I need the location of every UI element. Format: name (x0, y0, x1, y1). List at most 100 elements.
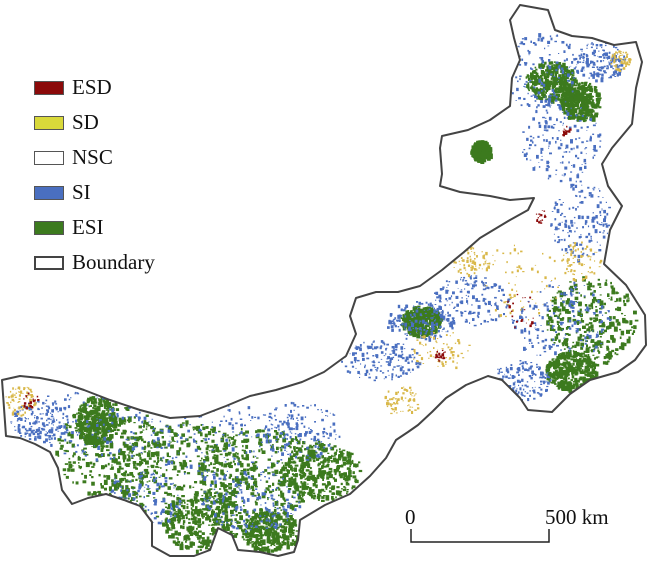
raster-pixel (572, 341, 575, 344)
raster-pixel (229, 474, 233, 477)
raster-pixel (82, 433, 84, 436)
raster-pixel (476, 144, 480, 147)
raster-pixel (634, 319, 639, 322)
raster-pixel (557, 236, 560, 238)
raster-pixel (604, 329, 607, 333)
raster-pixel (608, 354, 612, 360)
raster-pixel (572, 103, 575, 106)
raster-pixel (560, 203, 563, 206)
raster-pixel (309, 453, 313, 459)
raster-pixel (411, 331, 415, 335)
raster-pixel (261, 539, 266, 545)
raster-pixel (519, 43, 522, 45)
raster-pixel (529, 135, 533, 138)
raster-pixel (280, 536, 283, 539)
raster-pixel (251, 535, 255, 538)
raster-pixel (595, 306, 598, 308)
raster-pixel (124, 463, 129, 466)
raster-pixel (478, 140, 483, 146)
raster-pixel (257, 538, 261, 540)
raster-pixel (327, 461, 330, 463)
raster-pixel (213, 494, 217, 498)
raster-pixel (433, 310, 436, 314)
raster-pixel (177, 508, 181, 513)
raster-pixel (418, 315, 422, 319)
raster-pixel (557, 323, 559, 325)
raster-pixel (78, 462, 80, 464)
raster-pixel (174, 530, 178, 536)
raster-pixel (588, 304, 591, 307)
raster-pixel (304, 448, 307, 451)
raster-pixel (604, 312, 607, 314)
raster-pixel (563, 66, 568, 72)
raster-pixel (426, 329, 429, 332)
raster-pixel (82, 437, 85, 439)
raster-pixel (504, 73, 508, 76)
raster-pixel (417, 305, 421, 308)
raster-pixel (591, 90, 593, 93)
raster-pixel (212, 446, 215, 450)
raster-pixel (329, 487, 332, 489)
raster-pixel (190, 503, 195, 507)
raster-pixel (78, 408, 81, 412)
raster-pixel (531, 89, 534, 91)
raster-pixel (132, 454, 135, 457)
raster-pixel (145, 426, 148, 428)
raster-pixel (166, 524, 169, 529)
raster-pixel (598, 351, 601, 354)
raster-pixel (574, 92, 577, 96)
raster-pixel (242, 445, 244, 448)
raster-pixel (559, 179, 563, 183)
raster-pixel (126, 436, 130, 441)
raster-pixel (339, 474, 343, 477)
raster-pixel (559, 89, 563, 92)
raster-pixel (91, 422, 93, 424)
raster-pixel (575, 90, 578, 92)
raster-pixel (123, 477, 126, 480)
raster-pixel (599, 286, 602, 288)
raster-pixel (97, 427, 102, 431)
raster-pixel (170, 521, 175, 526)
raster-pixel (593, 149, 596, 152)
raster-pixel (568, 367, 573, 373)
raster-pixel (553, 363, 558, 369)
raster-pixel (276, 537, 280, 543)
raster-pixel (200, 440, 204, 443)
raster-pixel (224, 541, 228, 545)
raster-pixel (559, 317, 564, 321)
raster-pixel (544, 120, 548, 123)
raster-pixel (114, 423, 118, 426)
raster-pixel (136, 462, 140, 466)
raster-pixel (562, 229, 564, 232)
raster-pixel (99, 400, 103, 402)
raster-pixel (575, 301, 577, 302)
raster-pixel (585, 153, 587, 155)
raster-pixel (532, 167, 536, 171)
raster-pixel (288, 515, 291, 518)
raster-pixel (403, 327, 406, 329)
raster-pixel (276, 446, 279, 451)
raster-pixel (534, 43, 537, 46)
raster-pixel (170, 494, 173, 497)
raster-pixel (297, 447, 302, 452)
raster-pixel (543, 88, 545, 91)
esi-patches (55, 61, 639, 554)
raster-pixel (291, 451, 294, 454)
raster-pixel (102, 426, 105, 430)
raster-pixel (60, 444, 64, 448)
raster-pixel (537, 93, 540, 96)
raster-pixel (579, 103, 584, 107)
raster-pixel (136, 492, 139, 495)
raster-pixel (397, 304, 401, 309)
raster-pixel (560, 214, 562, 216)
raster-pixel (579, 95, 582, 98)
raster-pixel (321, 455, 324, 459)
raster-pixel (295, 450, 299, 455)
raster-pixel (553, 328, 556, 332)
raster-pixel (298, 469, 302, 472)
raster-pixel (576, 359, 581, 363)
raster-pixel (582, 371, 585, 374)
raster-pixel (109, 442, 114, 449)
raster-pixel (135, 478, 138, 481)
raster-pixel (530, 86, 534, 90)
